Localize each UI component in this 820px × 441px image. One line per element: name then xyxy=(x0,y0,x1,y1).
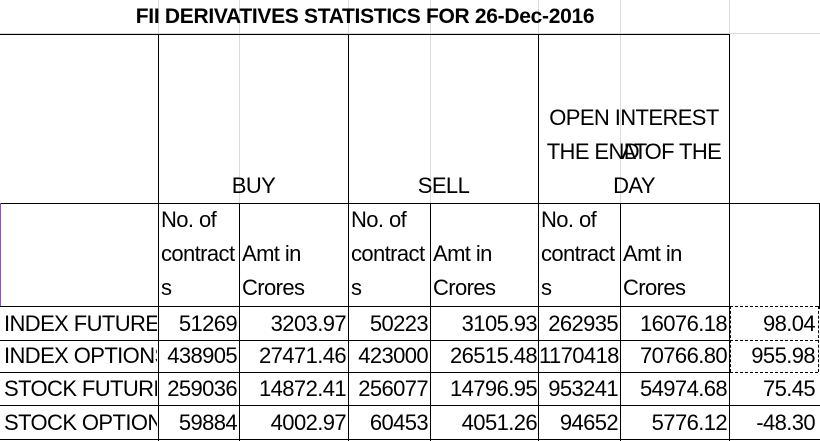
oi-header-line2: THE END OF THE xyxy=(546,139,722,164)
contracts-subheader: contract xyxy=(161,241,235,266)
contracts-subheader: No. of xyxy=(161,207,217,232)
cell-value: 955.98 xyxy=(751,343,815,368)
cell-value: 60453 xyxy=(369,410,429,435)
row-label: STOCK OPTIONS xyxy=(4,410,157,435)
cell-value: 256077 xyxy=(358,376,428,401)
cell-value: 98.04 xyxy=(762,311,816,336)
amt-subheader: Crores xyxy=(433,275,496,300)
selection-border xyxy=(818,306,819,372)
oi-header-line3: DAY xyxy=(613,173,655,198)
border xyxy=(0,340,730,341)
contracts-subheader: contract xyxy=(351,241,425,266)
cell-value: 4002.97 xyxy=(270,410,347,435)
selection-border xyxy=(730,306,818,307)
border xyxy=(729,34,730,441)
border xyxy=(0,203,1,306)
border xyxy=(0,372,730,373)
border xyxy=(239,203,240,441)
amt-subheader: Amt in xyxy=(623,241,682,266)
border xyxy=(730,405,820,406)
contracts-subheader: s xyxy=(351,275,362,300)
cell-value: 26515.48 xyxy=(450,343,538,368)
amt-subheader: Crores xyxy=(242,275,305,300)
cell-value: -48.30 xyxy=(756,410,815,435)
cell-value: 75.45 xyxy=(762,376,816,401)
cell-value: 4051.26 xyxy=(461,410,538,435)
cell-value: 16076.18 xyxy=(640,311,728,336)
border xyxy=(158,34,159,441)
sell-header: SELL xyxy=(417,173,470,198)
border xyxy=(0,34,730,35)
row-label: STOCK FUTURES xyxy=(4,376,157,401)
cell-value: 14872.41 xyxy=(259,376,347,401)
row-label: INDEX OPTIONS xyxy=(4,343,157,368)
border xyxy=(538,34,539,441)
row-label: INDEX FUTURES xyxy=(4,311,157,336)
cell-value: 953241 xyxy=(548,376,618,401)
buy-header: BUY xyxy=(231,173,276,198)
cell-value: 94652 xyxy=(559,410,619,435)
cell-value: 259036 xyxy=(167,376,237,401)
page-title: FII DERIVATIVES STATISTICS FOR 26-Dec-20… xyxy=(135,5,595,28)
amt-subheader: Amt in xyxy=(242,241,301,266)
border xyxy=(0,439,820,440)
border xyxy=(0,405,730,406)
cell-value: 423000 xyxy=(358,343,428,368)
cell-value: 27471.46 xyxy=(259,343,347,368)
cell-value: 54974.68 xyxy=(640,376,728,401)
contracts-subheader: s xyxy=(541,275,552,300)
cell-value: 59884 xyxy=(178,410,238,435)
cell-value: 3203.97 xyxy=(270,311,347,336)
cell-value: 70766.80 xyxy=(640,343,728,368)
cell-value: 50223 xyxy=(369,311,429,336)
cell-value: 438905 xyxy=(167,343,237,368)
amt-subheader: Crores xyxy=(623,275,686,300)
border xyxy=(348,34,349,441)
border xyxy=(0,203,820,204)
contracts-subheader: No. of xyxy=(351,207,407,232)
border xyxy=(430,203,431,441)
cell-value: 1170418 xyxy=(539,343,619,368)
cell-value: 14796.95 xyxy=(450,376,538,401)
cell-value: 51269 xyxy=(178,311,238,336)
gridline xyxy=(0,33,820,34)
cell-value: 262935 xyxy=(548,311,618,336)
selection-border xyxy=(730,340,818,341)
oi-header-line1: OPEN INTEREST AT xyxy=(549,105,719,164)
contracts-subheader: s xyxy=(161,275,172,300)
selection-border xyxy=(730,372,818,373)
contracts-subheader: No. of xyxy=(541,207,597,232)
amt-subheader: Amt in xyxy=(433,241,492,266)
border xyxy=(0,306,730,307)
selection-border xyxy=(730,306,731,372)
border xyxy=(620,203,621,441)
cell-value: 5776.12 xyxy=(651,410,728,435)
cell-value: 3105.93 xyxy=(461,311,538,336)
contracts-subheader: contract xyxy=(541,241,615,266)
